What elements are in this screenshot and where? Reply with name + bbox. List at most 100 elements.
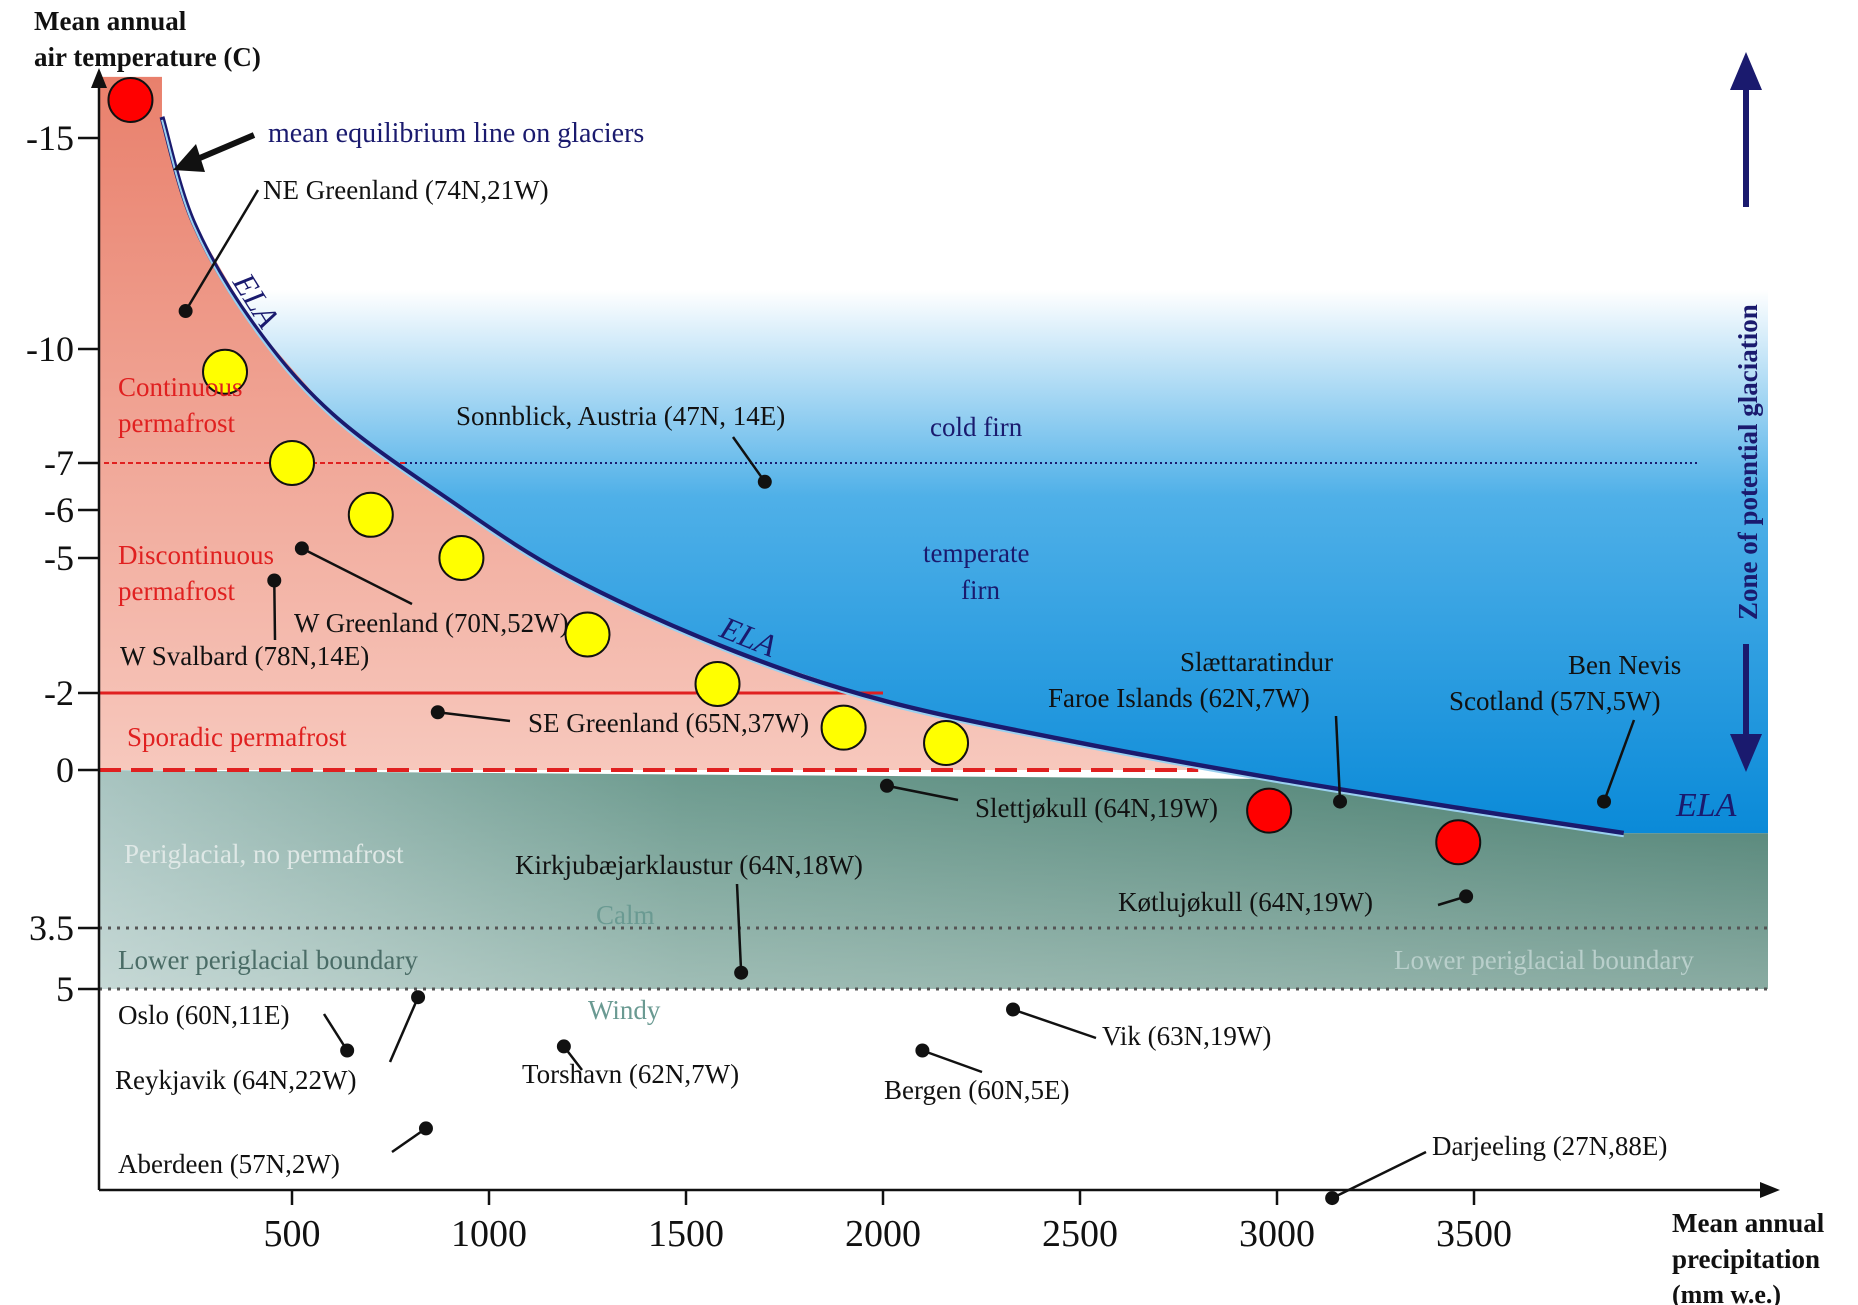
station-point xyxy=(734,965,749,980)
yellow-marker xyxy=(269,440,315,486)
yellow-marker xyxy=(347,491,394,538)
y-tick-label: 5 xyxy=(56,969,74,1009)
station-point xyxy=(340,1043,355,1058)
temperate-firn-label-1: temperate xyxy=(923,538,1029,568)
station-label-torshavn: Torshavn (62N,7W) xyxy=(522,1059,739,1089)
discontinuous-permafrost-label-1: Discontinuous xyxy=(118,540,274,570)
regions xyxy=(99,76,1769,989)
station-leader xyxy=(322,1013,349,1052)
permafrost-zone xyxy=(99,76,1199,770)
y-tick-label: -2 xyxy=(44,673,74,713)
continuous-permafrost-label-2: permafrost xyxy=(118,408,235,438)
station-point xyxy=(267,573,282,588)
x-tick-label: 1500 xyxy=(648,1213,724,1255)
station-leader xyxy=(735,883,743,973)
station-point xyxy=(418,1121,433,1136)
station-leader xyxy=(273,580,277,641)
glacier-zone xyxy=(161,290,1769,834)
x-axis-arrowhead xyxy=(1760,1182,1780,1198)
calm-label: Calm xyxy=(596,900,655,930)
station-point xyxy=(915,1043,930,1058)
yellow-marker xyxy=(923,720,970,767)
station-leader xyxy=(1012,1008,1097,1040)
station-label-ne-greenland: NE Greenland (74N,21W) xyxy=(263,175,549,205)
station-point xyxy=(556,1039,571,1054)
station-label-se-greenland: SE Greenland (65N,37W) xyxy=(528,708,809,738)
x-tick-label: 2000 xyxy=(845,1213,921,1255)
sporadic-permafrost-label: Sporadic permafrost xyxy=(127,722,347,752)
station-label-w-svalbard: W Svalbard (78N,14E) xyxy=(120,641,369,671)
station-point xyxy=(1597,794,1612,809)
station-point xyxy=(1006,1002,1021,1017)
station-leader xyxy=(388,996,420,1063)
zone-label: Zone of potential glaciation xyxy=(1733,304,1763,620)
axes: -15 -10 -7 -6 -5 -2 0 3.5 5 500 1000 1500 2000 2500 3… xyxy=(26,68,1780,1255)
station-leader xyxy=(184,189,260,312)
station-label-w-greenland: W Greenland (70N,52W) xyxy=(294,608,569,638)
station-point xyxy=(411,990,426,1005)
y-tick-label: -15 xyxy=(26,118,74,158)
station-leader xyxy=(731,436,766,483)
periglacial-zone-fade xyxy=(99,770,1768,989)
station-label-bergen: Bergen (60N,5E) xyxy=(884,1075,1069,1105)
markers xyxy=(107,77,1482,866)
x-tick-label: 3000 xyxy=(1239,1213,1315,1255)
station-label-slettjokull: Slettjøkull (64N,19W) xyxy=(975,793,1218,823)
temperate-firn-label-2: firn xyxy=(961,575,1000,605)
station-point xyxy=(178,304,193,319)
x-axis-title-1: Mean annual xyxy=(1672,1208,1825,1238)
y-axis-title-1: Mean annual xyxy=(34,6,187,36)
ela-curve-highlight xyxy=(161,119,1624,838)
y-tick-label: 0 xyxy=(56,750,74,790)
yellow-marker xyxy=(694,661,741,707)
zone-arrow: Zone of potential glaciation xyxy=(1730,52,1763,772)
lower-periglacial-boundary-right: Lower periglacial boundary xyxy=(1394,945,1694,975)
station-label-kotlujokull: Køtlujøkull (64N,19W) xyxy=(1118,887,1373,917)
yellow-marker xyxy=(438,535,485,581)
yellow-marker xyxy=(820,704,867,751)
station-leader xyxy=(437,711,511,723)
station-point xyxy=(1325,1191,1340,1206)
station-label-ben-nevis-1: Ben Nevis xyxy=(1568,650,1681,680)
ela-pointer-arrowhead xyxy=(173,144,205,172)
lower-periglacial-boundary-left: Lower periglacial boundary xyxy=(118,945,418,975)
station-label-slaettaratindur-1: Slættaratindur xyxy=(1180,647,1333,677)
cold-firn-label: cold firn xyxy=(930,412,1023,442)
x-tick-label: 3500 xyxy=(1436,1213,1512,1255)
station-leader xyxy=(301,547,413,606)
station-label-darjeeling: Darjeeling (27N,88E) xyxy=(1432,1131,1667,1161)
station-point xyxy=(879,778,894,793)
station-point xyxy=(757,474,772,489)
station-label-kirkju: Kirkjubæjarklaustur (64N,18W) xyxy=(515,850,863,880)
red-marker xyxy=(1435,819,1482,866)
yellow-marker xyxy=(202,348,249,395)
periglacial-label: Periglacial, no permafrost xyxy=(124,839,404,869)
station-label-vik: Vik (63N,19W) xyxy=(1102,1021,1271,1051)
station-label-aberdeen: Aberdeen (57N,2W) xyxy=(118,1149,340,1179)
x-axis-title-2: precipitation xyxy=(1672,1244,1820,1274)
station-leader xyxy=(1602,719,1636,803)
continuous-permafrost-label-1: Continuous xyxy=(118,372,243,402)
x-tick-label: 500 xyxy=(264,1213,321,1255)
y-tick-label: 3.5 xyxy=(29,908,74,948)
station-label-ben-nevis-2: Scotland (57N,5W) xyxy=(1449,686,1660,716)
x-tick-label: 2500 xyxy=(1042,1213,1118,1255)
station-point xyxy=(294,541,309,556)
x-tick-label: 1000 xyxy=(451,1213,527,1255)
station-leader xyxy=(886,784,959,802)
stations xyxy=(178,189,1636,1206)
station-point xyxy=(1459,889,1474,904)
discontinuous-permafrost-label-2: permafrost xyxy=(118,576,235,606)
station-label-slaettaratindur-2: Faroe Islands (62N,7W) xyxy=(1048,683,1310,713)
ela-curve xyxy=(159,116,1625,836)
yellow-marker xyxy=(564,611,611,658)
station-point xyxy=(1333,794,1348,809)
red-marker xyxy=(1246,787,1293,834)
y-tick-label: -10 xyxy=(26,329,74,369)
station-leader xyxy=(1331,1150,1427,1200)
ela-label-top: mean equilibrium line on glaciers xyxy=(268,118,644,149)
station-label-oslo: Oslo (60N,11E) xyxy=(118,1000,289,1030)
y-axis-arrowhead xyxy=(91,68,107,88)
y-tick-label: -6 xyxy=(44,490,74,530)
